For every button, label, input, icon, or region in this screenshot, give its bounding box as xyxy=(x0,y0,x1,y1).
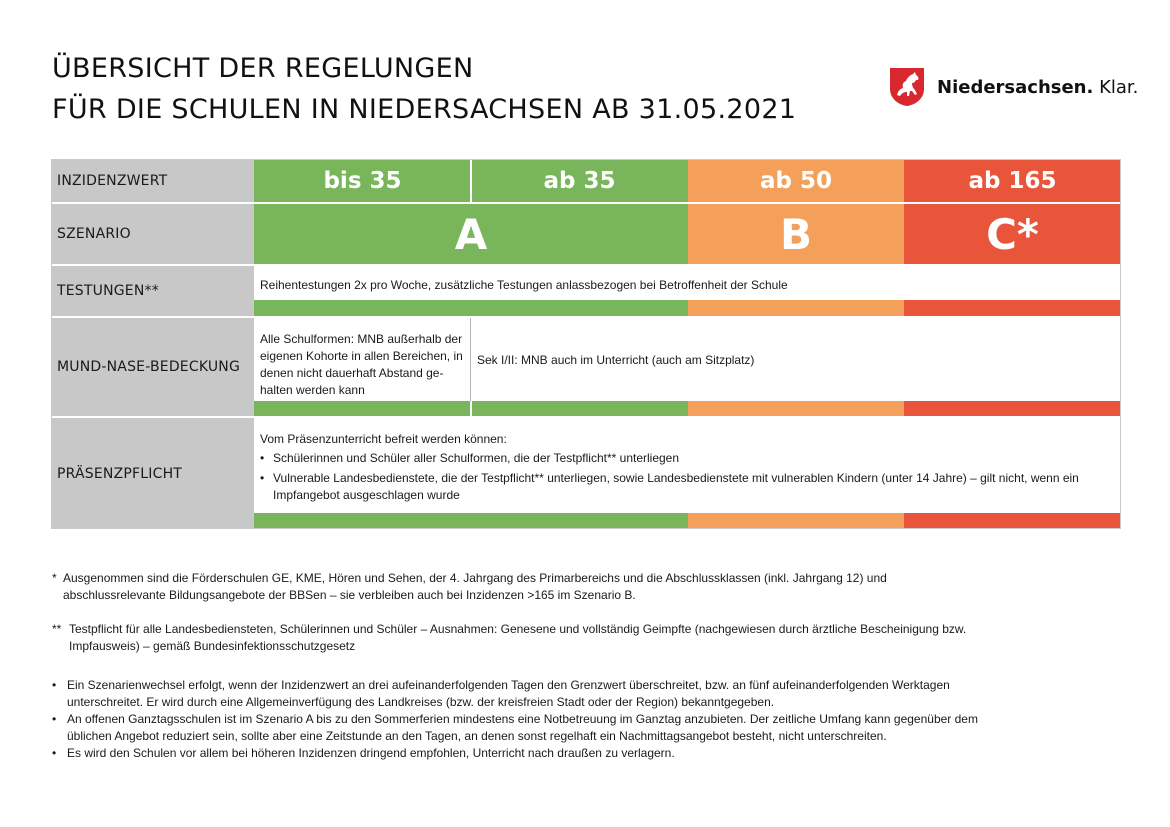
bar-green xyxy=(254,401,471,416)
praesenz-intro: Vom Präsenzunterricht befreit werden kön… xyxy=(260,432,507,446)
label-testungen: TESTUNGEN** xyxy=(51,266,254,316)
mnb-left-text: Alle Schulformen: MNB außerhalb der eige… xyxy=(254,318,471,401)
mnb-right-text: Sek I/II: MNB auch im Unterricht (auch a… xyxy=(471,318,1121,401)
brand-text: Niedersachsen. Klar. xyxy=(937,77,1138,98)
footnote-double-star: ** Testpflicht für alle Landesbedienstet… xyxy=(52,621,992,655)
label-inzidenzwert: INZIDENZWERT xyxy=(51,159,254,202)
inzidenz-bis-35: bis 35 xyxy=(254,159,471,202)
bar-green xyxy=(254,513,688,529)
praesenz-list: Schülerinnen und Schüler aller Schulform… xyxy=(260,450,1107,504)
list-item: Schülerinnen und Schüler aller Schulform… xyxy=(260,450,1107,467)
notes-list: Ein Szenarienwechsel erfolgt, wenn der I… xyxy=(52,677,992,762)
inzidenz-ab-165: ab 165 xyxy=(904,159,1121,202)
szenario-b: B xyxy=(688,204,904,264)
bar-green xyxy=(254,300,688,316)
title-line-2: FÜR DIE SCHULEN IN NIEDERSACHSEN AB 31.0… xyxy=(52,94,797,125)
bar-red xyxy=(904,401,1121,416)
footnote-star: * Ausgenommen sind die Förderschulen GE,… xyxy=(52,570,992,604)
divider xyxy=(470,159,472,202)
praesenz-content: Vom Präsenzunterricht befreit werden kön… xyxy=(254,418,1121,513)
label-praesenzpflicht: PRÄSENZPFLICHT xyxy=(51,418,254,529)
list-item: An offenen Ganztagsschulen ist im Szenar… xyxy=(52,711,992,745)
szenario-c: C* xyxy=(904,204,1121,264)
bar-red xyxy=(904,300,1121,316)
testungen-text: Reihentestungen 2x pro Woche, zusätzlich… xyxy=(254,266,1121,300)
brand-bold: Niedersachsen. xyxy=(937,76,1094,98)
niedersachsen-logo: Niedersachsen. Klar. xyxy=(889,67,1138,107)
page-title: ÜBERSICHT DER REGELUNGEN FÜR DIE SCHULEN… xyxy=(52,48,796,130)
divider xyxy=(470,318,471,401)
list-item: Ein Szenarienwechsel erfolgt, wenn der I… xyxy=(52,677,992,711)
footnote-marker: ** xyxy=(52,622,62,636)
regulations-table: INZIDENZWERT bis 35 ab 35 ab 50 ab 165 S… xyxy=(51,159,1121,529)
horse-crest-icon xyxy=(890,68,924,106)
szenario-a: A xyxy=(254,204,688,264)
bar-green xyxy=(471,401,688,416)
bar-orange xyxy=(688,300,904,316)
list-item: Es wird den Schulen vor allem bei höhere… xyxy=(52,745,992,762)
footnote-marker: * xyxy=(52,571,57,585)
footnotes: * Ausgenommen sind die Förderschulen GE,… xyxy=(52,570,992,762)
label-szenario: SZENARIO xyxy=(51,204,254,264)
footnote-star-text: Ausgenommen sind die Förderschulen GE, K… xyxy=(63,571,887,602)
bar-orange xyxy=(688,401,904,416)
divider xyxy=(470,401,472,416)
title-line-1: ÜBERSICHT DER REGELUNGEN xyxy=(52,53,474,84)
footnote-double-star-text: Testpflicht für alle Landesbediensteten,… xyxy=(69,622,967,653)
brand-light: Klar. xyxy=(1093,76,1139,98)
label-mnb: MUND-NASE-BEDECKUNG xyxy=(51,318,254,416)
inzidenz-ab-50: ab 50 xyxy=(688,159,904,202)
bar-red xyxy=(904,513,1121,529)
inzidenz-ab-35: ab 35 xyxy=(471,159,688,202)
bar-orange xyxy=(688,513,904,529)
list-item: Vulnerable Landesbedienstete, die der Te… xyxy=(260,470,1107,504)
